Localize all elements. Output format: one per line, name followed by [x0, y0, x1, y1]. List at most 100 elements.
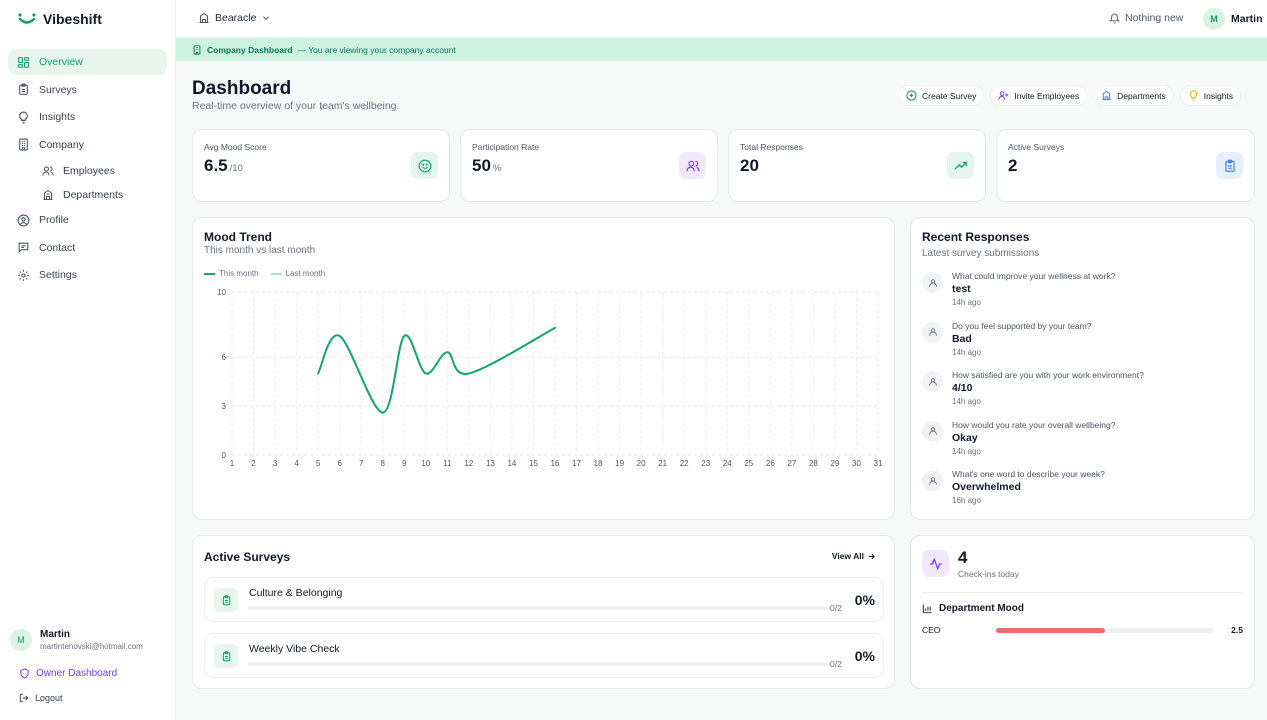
- org-switcher[interactable]: Bearacle: [198, 12, 271, 24]
- owner-dashboard-link[interactable]: Owner Dashboard: [19, 668, 117, 679]
- response-answer: 4/10: [952, 382, 973, 394]
- clipboard-icon: [17, 83, 30, 96]
- sidebar-item-insights[interactable]: Insights: [8, 104, 167, 130]
- avatar: M: [1203, 8, 1225, 30]
- user-icon: [922, 420, 943, 442]
- legend-item-this-month[interactable]: This month: [204, 269, 259, 278]
- clipboard-icon: [214, 644, 238, 668]
- x-tick-label: 27: [787, 459, 796, 468]
- brand[interactable]: Vibeshift: [17, 11, 102, 27]
- x-tick-label: 17: [572, 459, 581, 468]
- response-time: 16h ago: [952, 496, 981, 505]
- recent-subtitle: Latest survey submissions: [922, 248, 1040, 259]
- response-answer: test: [952, 283, 971, 295]
- gear-icon: [17, 269, 30, 282]
- checkins-value: 4: [958, 548, 968, 567]
- brand-name: Vibeshift: [43, 11, 102, 27]
- x-tick-label: 30: [852, 459, 861, 468]
- x-tick-label: 10: [421, 459, 430, 468]
- avatar: M: [10, 629, 32, 651]
- legend-item-last-month[interactable]: Last month: [270, 269, 325, 278]
- sidebar-item-overview[interactable]: Overview: [8, 49, 167, 75]
- x-tick-label: 11: [443, 459, 452, 468]
- x-tick-label: 14: [507, 459, 516, 468]
- stat-value: 2: [1008, 156, 1018, 175]
- response-item[interactable]: How would you rate your overall wellbein…: [922, 420, 1115, 456]
- sidebar-item-label: Insights: [39, 111, 76, 123]
- sidebar-item-employees[interactable]: Employees: [8, 159, 167, 183]
- y-tick-label: 10: [217, 288, 226, 297]
- department-value: 2.5: [1231, 625, 1243, 635]
- user-name: Martin: [1231, 13, 1263, 25]
- survey-progress: [249, 662, 827, 666]
- banner-title: Company Dashboard: [207, 44, 293, 55]
- departments-button[interactable]: Departments: [1093, 85, 1174, 106]
- invite-employees-button[interactable]: Invite Employees: [990, 85, 1088, 106]
- response-answer: Okay: [952, 431, 978, 444]
- stat-card-participation: Participation Rate 50%: [460, 129, 718, 202]
- response-item[interactable]: What's one word to describe your week? Ov…: [922, 469, 1105, 505]
- stat-card-active-surveys: Active Surveys 2: [996, 129, 1255, 202]
- stat-value: 6.5/10: [204, 156, 243, 175]
- x-tick-label: 19: [615, 459, 624, 468]
- response-time: 14h ago: [952, 347, 981, 357]
- response-time: 14h ago: [952, 298, 981, 307]
- x-tick-label: 2: [251, 459, 256, 468]
- response-question: What could improve your wellness at work…: [952, 271, 1116, 281]
- notifications-button[interactable]: Nothing new: [1109, 12, 1183, 24]
- stat-label: Participation Rate: [472, 142, 540, 152]
- clipboard-icon: [1216, 152, 1243, 179]
- smile-logo-icon: [17, 12, 37, 26]
- department-mood-fill: [996, 628, 1105, 633]
- survey-item-weekly-vibe[interactable]: Weekly Vibe Check 0/2 0%: [204, 633, 884, 678]
- survey-item-culture[interactable]: Culture & Belonging 0/2 0%: [204, 577, 884, 622]
- survey-count: 0/2: [830, 659, 842, 669]
- user-icon: [922, 371, 943, 392]
- clipboard-icon: [214, 588, 238, 612]
- sidebar-item-label: Surveys: [39, 83, 77, 96]
- survey-percent: 0%: [854, 648, 875, 664]
- x-tick-label: 21: [658, 459, 667, 468]
- insights-button[interactable]: Insights: [1179, 85, 1242, 106]
- sidebar-item-departments[interactable]: Departments: [8, 183, 167, 207]
- response-item[interactable]: How satisfied are you with your work env…: [922, 370, 1144, 406]
- response-item[interactable]: Do you feel supported by your team? Bad 14…: [922, 321, 1091, 357]
- building-2-icon: [42, 189, 54, 201]
- sidebar-item-contact[interactable]: Contact: [8, 235, 167, 261]
- topbar: Bearacle Nothing new M Martin: [176, 0, 1267, 38]
- sidebar-item-settings[interactable]: Settings: [8, 262, 167, 288]
- department-mood-bar: [996, 628, 1213, 633]
- response-item[interactable]: What could improve your wellness at work…: [922, 271, 1115, 307]
- x-tick-label: 8: [381, 459, 386, 468]
- org-name: Bearacle: [215, 12, 257, 24]
- user-menu[interactable]: M Martin: [1203, 8, 1263, 30]
- owner-dashboard-label: Owner Dashboard: [36, 668, 118, 679]
- response-answer: Bad: [952, 332, 972, 345]
- create-survey-button[interactable]: Create Survey: [898, 85, 985, 106]
- user-email: martintenovski@hotmail.com: [40, 642, 143, 651]
- lightbulb-icon: [1188, 90, 1199, 101]
- logout-label: Logout: [35, 693, 63, 703]
- departments-label: Departments: [1117, 90, 1166, 101]
- stat-label: Active Surveys: [1008, 142, 1065, 152]
- x-tick-label: 23: [701, 459, 710, 468]
- logout-button[interactable]: Logout: [19, 693, 63, 703]
- sidebar-item-company[interactable]: Company: [8, 132, 167, 158]
- sidebar-item-profile[interactable]: Profile: [8, 207, 167, 233]
- x-tick-label: 7: [359, 459, 364, 468]
- user-circle-icon: [17, 214, 30, 227]
- sidebar-item-surveys[interactable]: Surveys: [8, 77, 167, 103]
- recent-responses-card: Recent Responses Latest survey submissio…: [910, 217, 1255, 520]
- active-surveys-card: Active Surveys View All Culture & Belong…: [192, 535, 895, 689]
- x-tick-label: 24: [723, 459, 732, 468]
- sidebar-item-label: Contact: [39, 241, 76, 254]
- divider: [922, 592, 1243, 593]
- sidebar-nav: Overview Surveys Insights Company Employ…: [8, 49, 167, 290]
- mood-trend-subtitle: This month vs last month: [204, 245, 316, 256]
- view-all-link[interactable]: View All: [832, 551, 876, 561]
- x-tick-label: 22: [680, 459, 689, 468]
- arrow-right-icon: [867, 552, 876, 561]
- sidebar-user[interactable]: M Martin martintenovski@hotmail.com: [10, 629, 143, 651]
- x-tick-label: 15: [529, 459, 538, 468]
